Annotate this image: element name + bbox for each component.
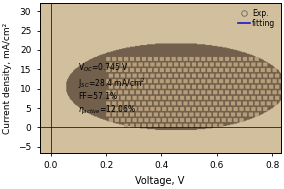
Legend: Exp., fitting: Exp., fitting bbox=[237, 7, 277, 29]
Text: V$_{OC}$=0.745 V
J$_{SC}$=28.4 mA/cm$^2$
FF=57.1%
$\eta_{active}$=12.06%: V$_{OC}$=0.745 V J$_{SC}$=28.4 mA/cm$^2$… bbox=[78, 62, 146, 116]
X-axis label: Voltage, V: Voltage, V bbox=[135, 176, 185, 186]
Y-axis label: Current density, mA/cm²: Current density, mA/cm² bbox=[3, 22, 12, 134]
